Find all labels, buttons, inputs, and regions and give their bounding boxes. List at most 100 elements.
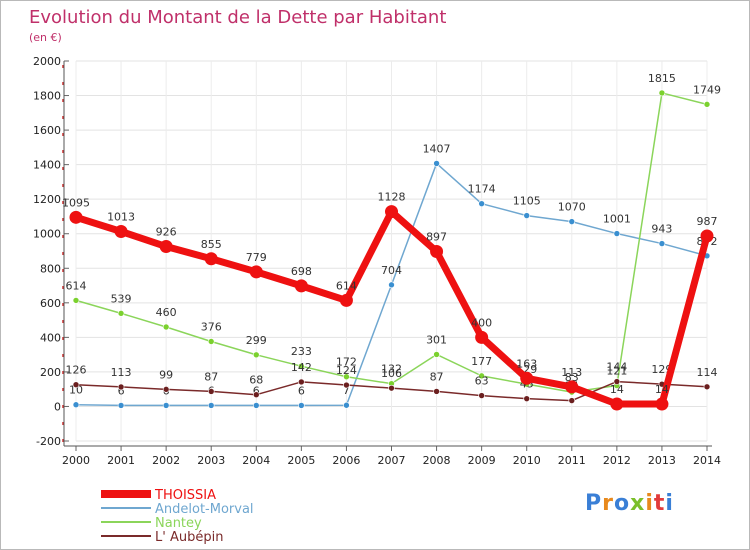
legend-label: THOISSIA [154,488,216,503]
data-label: 14 [655,383,669,396]
y-tick-label: 1400 [33,159,61,172]
data-label: 1815 [648,72,676,85]
series-point-3 [159,240,173,254]
series-point-0 [478,200,485,207]
data-label: 1105 [513,195,541,208]
x-tick-label: 2011 [558,454,586,467]
data-label: 987 [697,215,718,228]
data-label: 124 [336,364,357,377]
y-tick-label: 0 [54,400,61,413]
data-label: 6 [298,384,305,397]
series-point-2 [523,395,531,402]
y-tick-label: 200 [40,366,61,379]
series-point-2 [703,383,711,391]
data-label: 68 [249,374,263,387]
data-label: 779 [246,251,267,264]
series-point-2 [343,381,350,389]
series-point-2 [207,388,215,395]
y-tick-label: 1600 [33,124,61,137]
series-point-3 [114,224,128,238]
x-tick-label: 2001 [107,454,135,467]
data-label: 233 [291,345,312,358]
data-label: 6 [253,384,260,397]
series-point-3 [385,205,398,219]
data-label: 99 [159,368,173,381]
series-point-1 [478,372,485,380]
series-point-3 [430,245,444,259]
data-label: 144 [606,361,627,374]
x-tick-label: 2013 [648,454,676,467]
series-point-1 [117,310,125,317]
x-tick-label: 2004 [242,454,270,467]
x-tick-label: 2005 [287,454,315,467]
data-label: 1128 [378,191,406,204]
data-label: 177 [471,355,492,368]
data-label: 698 [291,265,312,278]
data-label: 163 [516,357,537,370]
x-tick-label: 2002 [152,454,180,467]
x-tick-label: 2006 [332,454,360,467]
legend-label: Andelot-Morval [155,502,254,517]
y-tick-label: 1000 [33,228,61,241]
data-label: 83 [565,371,579,384]
series-point-1 [162,323,170,331]
series-point-1 [343,373,350,381]
data-label: 301 [426,333,447,346]
chart-title: Evolution du Montant de la Dette par Hab… [29,7,447,28]
series-point-0 [252,402,260,409]
series-point-3 [294,279,308,293]
series-point-3 [204,252,218,266]
proxiti-logo: Proxiti [585,491,674,516]
y-tick-label: 600 [40,297,61,310]
series-point-2 [162,386,170,393]
y-tick-label: 800 [40,262,61,275]
series-point-2 [72,381,80,388]
data-label: 299 [246,334,267,347]
series-point-0 [388,281,395,289]
series-point-0 [72,401,80,409]
data-label: 400 [471,316,492,329]
x-tick-label: 2009 [468,454,496,467]
x-tick-label: 2000 [62,454,90,467]
series-point-3 [249,265,263,279]
series-point-2 [478,392,485,399]
data-label: 1013 [107,210,135,223]
data-label: 172 [336,356,357,369]
series-point-1 [298,362,305,370]
series-point-2 [613,378,621,385]
data-label: 1174 [468,183,496,196]
series-point-2 [388,384,395,392]
data-label: 1407 [423,142,451,155]
data-label: 1095 [62,196,90,209]
data-label: 63 [475,375,489,388]
data-label: 126 [66,364,87,377]
data-label: 142 [291,361,312,374]
series-point-0 [433,160,440,167]
data-label: 14 [610,383,624,396]
x-tick-label: 2014 [693,454,721,467]
data-label: 704 [381,264,402,277]
series-point-3 [610,397,624,411]
series-point-2 [252,391,260,399]
data-label: 87 [430,370,444,383]
data-label: 113 [111,366,132,379]
series-point-3 [475,330,489,344]
legend-label: L' Aubépin [155,530,223,545]
x-tick-label: 2010 [513,454,541,467]
series-point-1 [207,338,215,345]
y-tick-label: 1800 [33,90,61,103]
data-label: 6 [118,384,125,397]
series-point-3 [655,397,669,411]
x-tick-label: 2007 [378,454,406,467]
series-point-3 [700,229,714,243]
series-point-0 [207,402,215,409]
data-label: 926 [156,226,177,239]
y-tick-label: 2000 [33,55,61,68]
series-point-1 [658,89,666,97]
chart-subtitle: (en €) [29,31,62,44]
series-point-0 [162,402,170,409]
data-label: 121 [606,365,627,378]
data-label: 855 [201,238,222,251]
